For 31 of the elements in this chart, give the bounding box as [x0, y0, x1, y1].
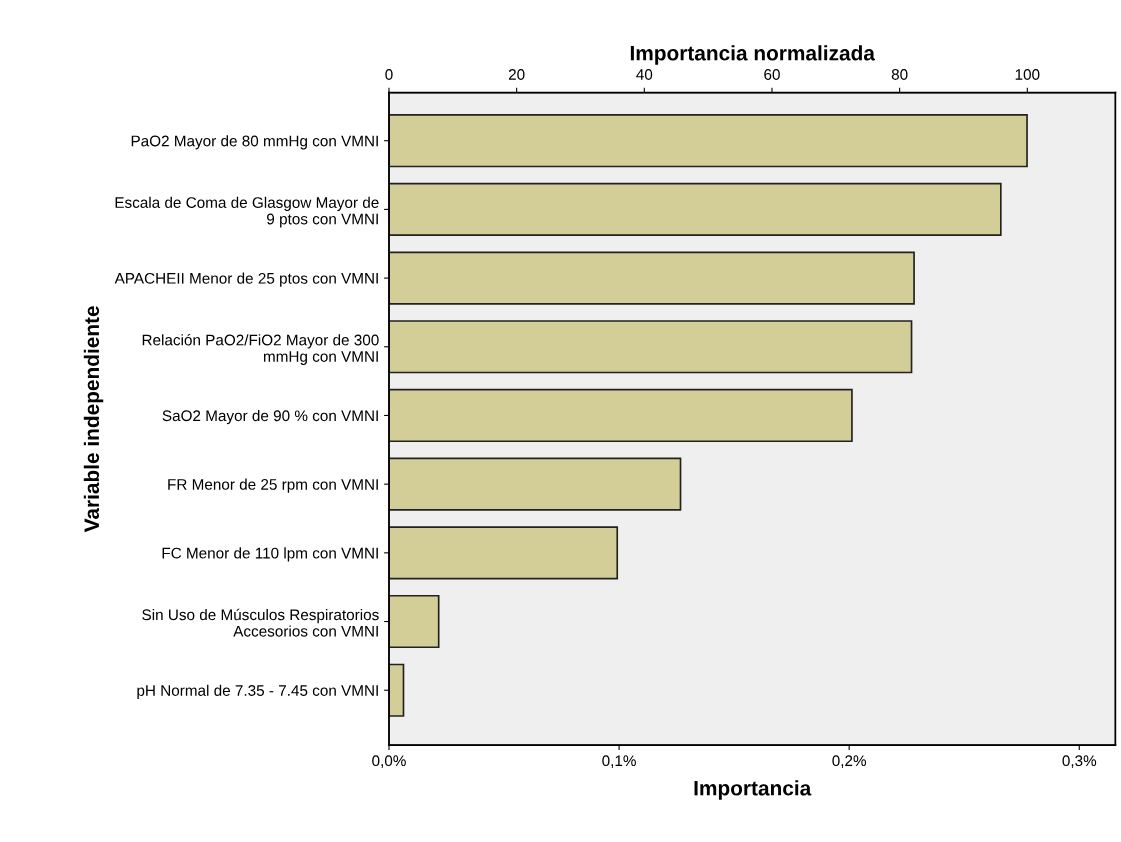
x-tick-label: 0,3%	[1062, 755, 1097, 768]
bar	[388, 320, 913, 374]
y-tick-label: Sin Uso de Músculos Respiratorios Accesorios con VMNI	[142, 608, 379, 637]
x2-tick-label: 20	[508, 69, 525, 80]
x-tick-label: 0,2%	[832, 755, 867, 768]
y-tick-label: pH Normal de 7.35 - 7.45 con VMNI	[137, 684, 378, 699]
y-tick-label: FR Menor de 25 rpm con VMNI	[168, 478, 378, 493]
x-axis-title: Importancia	[694, 780, 812, 800]
x2-tick-label: 60	[764, 69, 780, 80]
bar	[388, 526, 619, 580]
bar	[388, 182, 1002, 236]
y-tick-label: Relación PaO2/FiO2 Mayor de 300 mmHg con VMNI	[142, 334, 379, 365]
y-tick-label: PaO2 Mayor de 80 mmHg con VMNI	[131, 135, 378, 150]
bar	[388, 251, 915, 305]
y-tick-label: SaO2 Mayor de 90 % con VMNI	[162, 409, 378, 425]
bar	[388, 457, 682, 511]
x2-tick-label: 40	[636, 69, 653, 80]
bar	[388, 114, 1028, 168]
y-tick-label: APACHEII Menor de 25 ptos con VMNI	[114, 272, 378, 287]
y-axis-title: Variable independiente	[83, 306, 104, 533]
y-tick-label: Escala de Coma de Glasgow Mayor de 9 ptos con VMNI	[115, 196, 379, 228]
x2-tick-label: 80	[891, 69, 908, 80]
x2-tick-label: 0	[385, 69, 393, 80]
x2-tick-label: 100	[1015, 69, 1040, 80]
bar	[388, 663, 405, 717]
bar	[388, 594, 440, 649]
x2-axis-title: Importancia normalizada	[630, 45, 876, 65]
x-tick-label: 0,1%	[602, 755, 636, 768]
y-tick-label: FC Menor de 110 lpm con VMNI	[162, 547, 378, 562]
bar	[388, 388, 853, 443]
x-tick-label: 0,0%	[372, 755, 406, 768]
